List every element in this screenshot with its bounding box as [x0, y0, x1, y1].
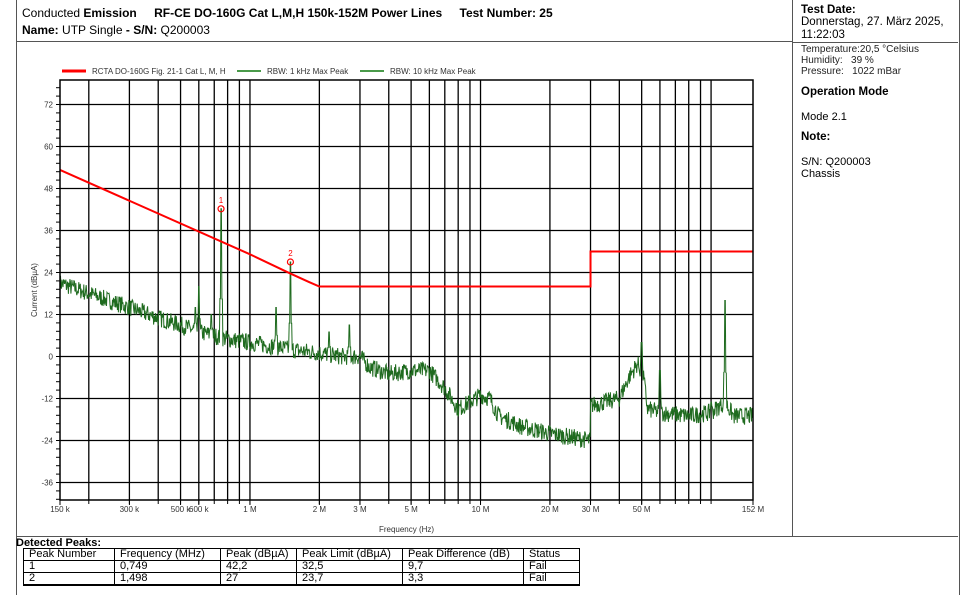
- table-cell: 0,749: [114, 560, 221, 573]
- table-row: 2 1,498 27 23,7 3,3 Fail: [23, 572, 580, 586]
- standard-name: RF-CE DO-160G Cat L,M,H 150k-152M Power …: [154, 6, 443, 20]
- peak-marker-label: 2: [288, 249, 293, 258]
- y-tick-label: 12: [44, 311, 53, 320]
- report-title: Conducted Emission RF-CE DO-160G Cat L,M…: [22, 6, 553, 20]
- peaks-header-row: Peak Number Frequency (MHz) Peak (dBµA) Pea…: [23, 548, 580, 561]
- sn-label: - S/N:: [125, 23, 158, 37]
- note-line1: S/N: Q200003: [801, 156, 871, 168]
- limit-line: [59, 169, 753, 288]
- test-number: Test Number: 25: [459, 6, 553, 20]
- y-axis-label: Current (dBµA): [30, 263, 39, 317]
- table-cell: 9,7: [402, 560, 524, 573]
- table-cell: 3,3: [402, 572, 524, 586]
- table-cell: 23,7: [296, 572, 403, 586]
- x-tick-label: 152 M: [742, 505, 765, 514]
- legend-label: RCTA DO-160G Fig. 21-1 Cat L, M, H: [92, 67, 226, 76]
- note-line2: Chassis: [801, 168, 841, 180]
- x-tick-label: 2 M: [313, 505, 327, 514]
- chart-grid: [60, 80, 753, 500]
- y-tick-label: 24: [44, 269, 53, 278]
- name-value: UTP Single: [62, 23, 123, 37]
- plot-frame: [59, 79, 754, 501]
- test-date-line2: 11:22:03: [801, 29, 845, 41]
- temperature: Temperature:20,5 °Celsius: [801, 44, 919, 55]
- table-cell: 1: [23, 560, 115, 573]
- peaks-table: Peak Number Frequency (MHz) Peak (dBµA) Pea…: [23, 548, 580, 586]
- humidity: Humidity: 39 %: [801, 55, 874, 66]
- legend-label: RBW: 1 kHz Max Peak: [267, 67, 349, 76]
- table-cell: 2: [23, 572, 115, 586]
- operation-mode: Mode 2.1: [801, 111, 847, 123]
- peak-marker-label: 1: [219, 196, 224, 205]
- name-label: Name:: [22, 23, 59, 37]
- x-axis-label: Frequency (Hz): [379, 525, 434, 534]
- x-tick-label: 500 k: [171, 505, 192, 514]
- y-tick-label: 0: [49, 353, 54, 362]
- table-cell: 27: [220, 572, 297, 586]
- table-cell: Fail: [523, 572, 580, 586]
- table-cell: Fail: [523, 560, 580, 573]
- y-tick-label: -24: [41, 437, 53, 446]
- header-divider: [16, 41, 792, 42]
- measurement-trace: [59, 208, 754, 449]
- column-header: Status: [523, 548, 580, 561]
- date-divider: [792, 42, 958, 43]
- y-tick-label: 36: [44, 227, 53, 236]
- peak-marker: [217, 205, 225, 213]
- title-prefix: Conducted: [22, 6, 81, 20]
- column-header: Peak Difference (dB): [402, 548, 524, 561]
- chart-legend: RCTA DO-160G Fig. 21-1 Cat L, M, H RBW: 1…: [62, 67, 477, 76]
- right-panel-divider: [792, 0, 793, 536]
- peaks-divider: [16, 536, 958, 537]
- x-tick-label: 10 M: [472, 505, 490, 514]
- legend-label: RBW: 10 kHz Max Peak: [390, 67, 477, 76]
- y-tick-label: 60: [44, 143, 53, 152]
- peak-marker: [286, 258, 295, 266]
- x-tick-label: 20 M: [541, 505, 559, 514]
- emission-chart: RCTA DO-160G Fig. 21-1 Cat L, M, H RBW: 1…: [30, 67, 765, 534]
- x-tick-label: 50 M: [633, 505, 651, 514]
- table-cell: 32,5: [296, 560, 403, 573]
- column-header: Peak Limit (dBµA): [296, 548, 403, 561]
- column-header: Peak (dBµA): [220, 548, 297, 561]
- x-tick-label: 600 k: [189, 505, 210, 514]
- table-row: 1 0,749 42,2 32,5 9,7 Fail: [23, 560, 580, 573]
- chart-traces: 12: [59, 169, 754, 449]
- x-tick-label: 150 k: [50, 505, 71, 514]
- pressure: Pressure: 1022 mBar: [801, 66, 902, 77]
- y-tick-label: -12: [41, 395, 53, 404]
- y-tick-label: 72: [44, 101, 53, 110]
- x-tick-label: 1 M: [243, 505, 257, 514]
- test-date-label: Test Date:: [801, 4, 856, 16]
- y-tick-label: 48: [44, 185, 53, 194]
- title-bold: Emission: [83, 6, 137, 20]
- peaks-title: Detected Peaks:: [16, 537, 101, 549]
- y-tick-label: -36: [41, 479, 53, 488]
- x-tick-label: 5 M: [404, 505, 418, 514]
- operation-mode-label: Operation Mode: [801, 86, 889, 98]
- x-tick-label: 300 k: [120, 505, 141, 514]
- x-tick-label: 30 M: [582, 505, 600, 514]
- test-date-line1: Donnerstag, 27. März 2025,: [801, 16, 944, 28]
- device-name: Name: UTP Single - S/N: Q200003: [22, 23, 210, 37]
- sn-value: Q200003: [160, 23, 210, 37]
- note-label: Note:: [801, 131, 831, 143]
- column-header: Peak Number: [23, 548, 115, 561]
- column-header: Frequency (MHz): [114, 548, 221, 561]
- x-tick-label: 3 M: [353, 505, 367, 514]
- table-cell: 42,2: [220, 560, 297, 573]
- table-cell: 1,498: [114, 572, 221, 586]
